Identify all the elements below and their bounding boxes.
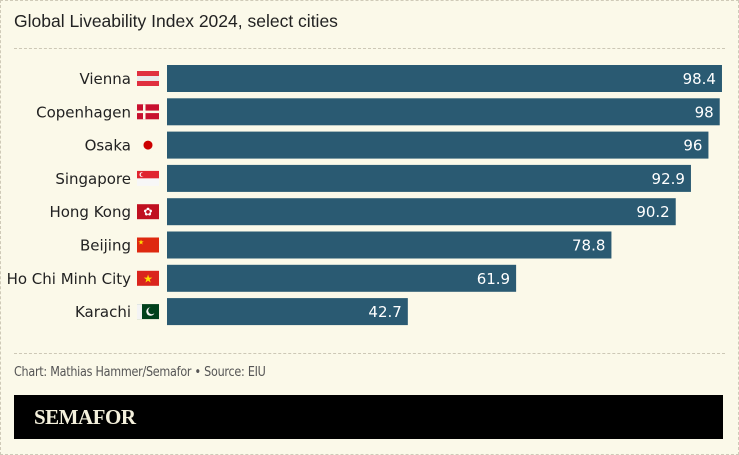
value-label: 61.9 <box>477 270 510 288</box>
china-flag-icon: ★ <box>137 237 159 253</box>
bar <box>167 231 612 259</box>
vietnam-flag-icon: ★ <box>137 270 159 286</box>
category-label: Singapore <box>55 170 131 188</box>
value-label: 98 <box>695 103 714 121</box>
svg-text:★: ★ <box>138 239 144 247</box>
divider <box>14 48 725 49</box>
value-label: 92.9 <box>652 170 685 188</box>
value-label: 42.7 <box>368 303 401 321</box>
value-label: 98.4 <box>683 70 716 88</box>
category-label: Beijing <box>80 237 131 255</box>
singapore-flag-icon <box>137 170 159 186</box>
pakistan-flag-icon <box>137 304 159 320</box>
brand-banner: SEMAFOR <box>14 395 723 439</box>
category-label: Osaka <box>85 137 131 155</box>
category-label: Vienna <box>79 70 131 88</box>
chart-title: Global Liveability Index 2024, select ci… <box>14 11 338 31</box>
denmark-flag-icon <box>137 104 159 120</box>
value-label: 96 <box>683 137 702 155</box>
bar <box>167 264 517 292</box>
category-label: Hong Kong <box>49 203 131 221</box>
svg-text:★: ★ <box>143 273 153 285</box>
category-label: Copenhagen <box>36 103 131 121</box>
bar <box>167 65 722 92</box>
category-label: Karachi <box>75 303 131 321</box>
value-label: 90.2 <box>636 203 669 221</box>
austria-flag-icon <box>137 71 159 86</box>
svg-text:✿: ✿ <box>143 207 152 219</box>
bar <box>167 298 408 326</box>
bar <box>167 98 720 126</box>
chart-credit: Chart: Mathias Hammer/Semafor • Source: … <box>14 365 266 380</box>
value-label: 78.8 <box>572 237 605 255</box>
bar <box>167 131 709 159</box>
divider <box>14 353 725 354</box>
bar <box>167 164 691 192</box>
brand-logo: SEMAFOR <box>34 405 136 429</box>
bar-chart: 98.4 Vienna 98 Copenhagen 96 Osaka 92.9 Singapo… <box>7 65 722 326</box>
bar <box>167 198 676 226</box>
hong-kong-flag-icon: ✿ <box>137 204 159 220</box>
category-label: Ho Chi Minh City <box>7 270 132 288</box>
japan-flag-icon <box>137 137 159 153</box>
